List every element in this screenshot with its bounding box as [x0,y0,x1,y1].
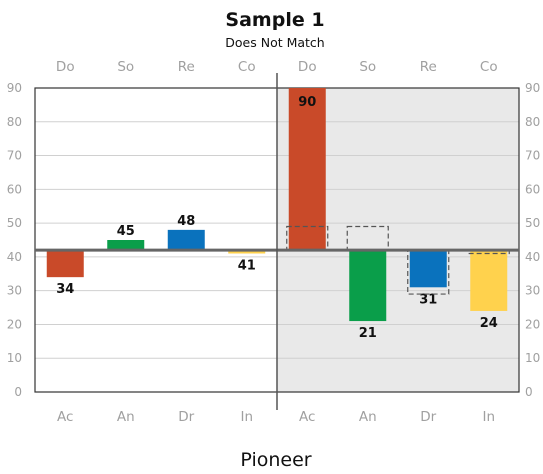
x-tick-label: Dr [420,409,436,425]
top-category-label: Co [238,59,256,75]
x-tick-label: An [359,409,377,425]
y-tick-label-left: 60 [7,182,22,196]
bar [107,240,145,251]
bar [228,250,266,254]
y-tick-label-right: 20 [525,317,540,331]
reference-box [346,225,389,251]
x-tick-label: In [240,409,253,425]
y-tick-label-right: 10 [525,351,540,365]
data-label: 24 [480,316,498,331]
x-tick-label: In [482,409,495,425]
y-tick-label-right: 40 [525,250,540,264]
data-label: 45 [117,224,135,239]
reference-box [286,225,329,251]
top-category-label: Do [298,59,317,75]
bar [167,229,205,251]
data-label: 41 [238,259,256,274]
y-tick-label-right: 60 [525,182,540,196]
top-category-label: Re [178,59,195,75]
x-tick-label: Ac [299,409,315,425]
bar [409,250,447,288]
top-category-label: Co [480,59,498,75]
y-tick-label-left: 70 [7,149,22,163]
y-tick-label-right: 30 [525,284,540,298]
x-axis-label: Pioneer [240,449,311,471]
y-tick-label-right: 0 [525,385,533,399]
x-tick-label: An [117,409,135,425]
y-tick-label-right: 50 [525,216,540,230]
bar [470,250,508,311]
y-tick-label-left: 30 [7,284,22,298]
y-tick-label-left: 50 [7,216,22,230]
top-category-label: Do [56,59,75,75]
top-category-label: So [117,59,134,75]
y-tick-label-left: 80 [7,115,22,129]
y-tick-label-left: 40 [7,250,22,264]
chart-title: Sample 1 [225,9,324,31]
data-label: 21 [359,326,377,341]
y-tick-label-right: 80 [525,115,540,129]
data-label: 31 [419,292,437,307]
bar [46,250,84,278]
plot-area: 0 0 10 10 20 20 30 30 40 40 50 50 60 60 70 70 80 80 90 90 34… [7,59,541,425]
y-tick-label-right: 70 [525,149,540,163]
data-label: 48 [177,214,195,229]
x-tick-label: Ac [57,409,73,425]
y-tick-label-left: 10 [7,351,22,365]
bar [288,88,326,251]
y-tick-label-left: 0 [14,385,22,399]
data-label: 90 [298,95,316,110]
y-tick-label-left: 20 [7,317,22,331]
data-label: 34 [56,282,74,297]
top-category-label: So [359,59,376,75]
y-tick-label-left: 90 [7,81,22,95]
x-tick-label: Dr [178,409,194,425]
bar [349,250,387,322]
top-category-label: Re [420,59,437,75]
chart-subtitle: Does Not Match [225,35,324,50]
y-tick-label-right: 90 [525,81,540,95]
